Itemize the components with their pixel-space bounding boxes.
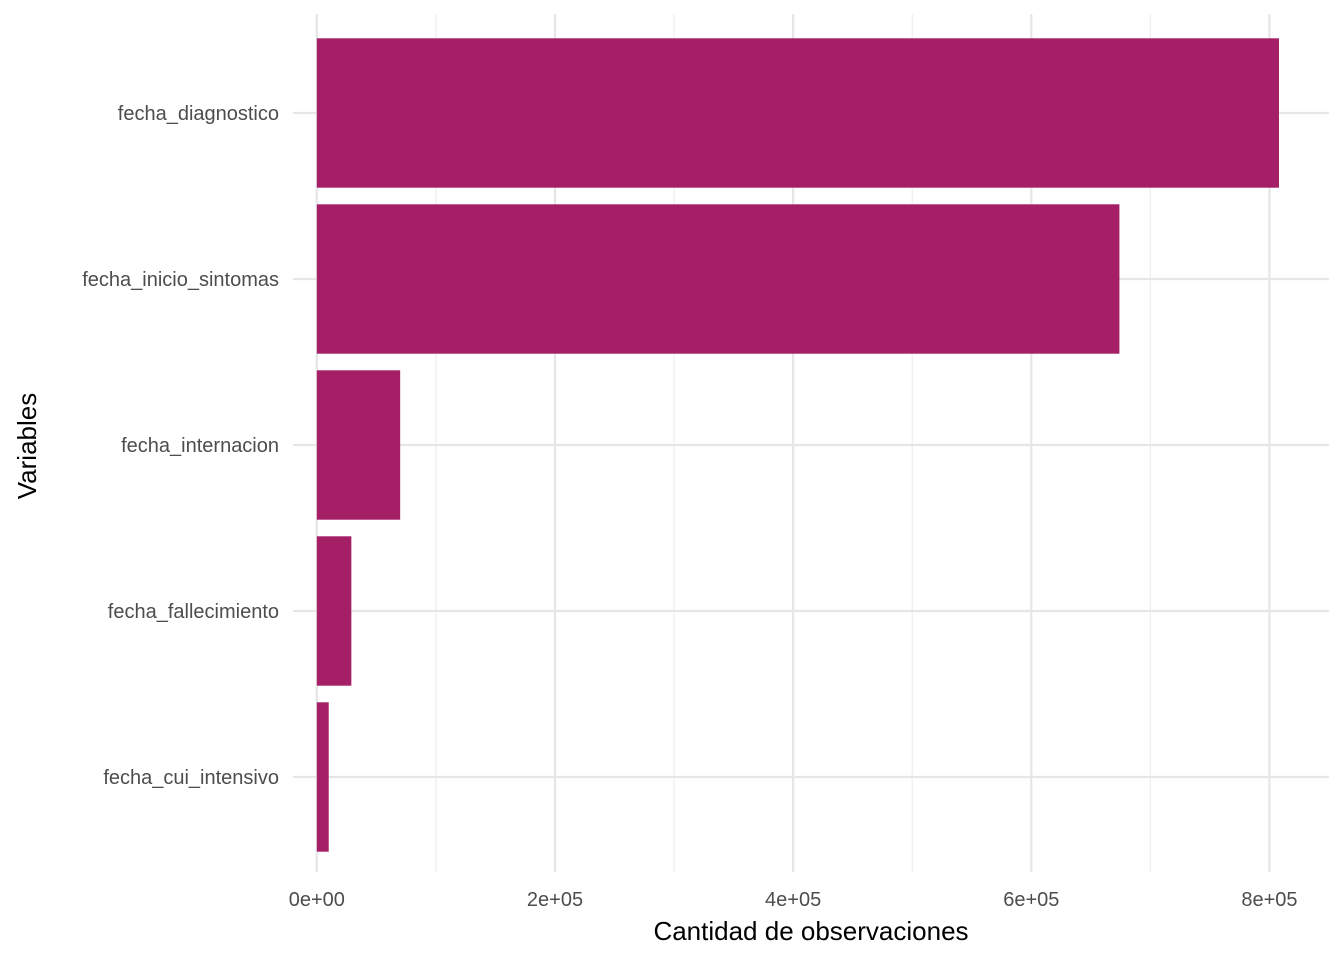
y-tick-label: fecha_inicio_sintomas [82, 269, 279, 291]
bar-fecha-inicio-sintomas [316, 204, 1120, 354]
x-tick-label: 2e+05 [527, 889, 583, 911]
x-tick-label: 6e+05 [1003, 889, 1059, 911]
x-tick-label: 4e+05 [765, 889, 821, 911]
bar-fecha-diagnostico [316, 38, 1279, 188]
x-axis-title: Cantidad de observaciones [653, 916, 968, 946]
bars [316, 38, 1279, 852]
bar-fecha-cui-intensivo [316, 702, 329, 852]
y-tick-label: fecha_internacion [121, 435, 279, 457]
y-tick-labels: fecha_diagnostico fecha_inicio_sintomasfe… [82, 103, 279, 789]
x-tick-label: 0e+00 [289, 889, 345, 911]
x-tick-labels: 0e+00 2e+05 4e+05 6e+05 8e+05 [289, 889, 1298, 911]
y-axis-title: Variables [12, 393, 42, 499]
bar-fecha-fallecimiento [316, 536, 352, 686]
x-tick-label: 8e+05 [1241, 889, 1297, 911]
bar-fecha-internacion [316, 370, 401, 520]
y-tick-label: fecha_fallecimiento [108, 601, 279, 623]
y-tick-label: fecha_diagnostico [118, 103, 279, 125]
y-tick-label: fecha_cui_intensivo [103, 767, 279, 789]
